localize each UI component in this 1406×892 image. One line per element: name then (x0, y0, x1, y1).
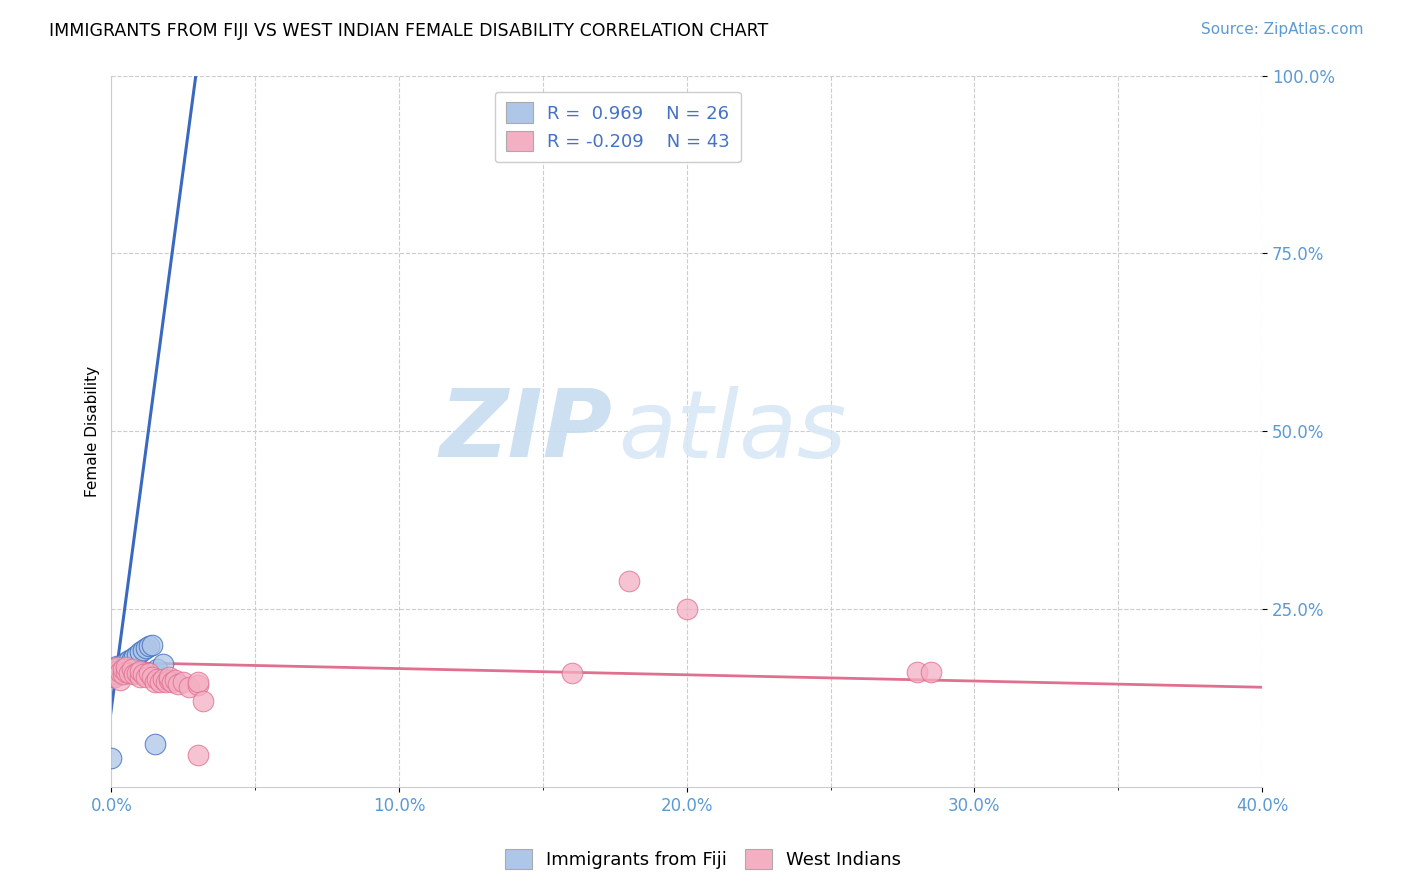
Point (105, 659, 128, 673)
Point (135, 641, 157, 656)
Point (111, 667, 134, 681)
Text: atlas: atlas (617, 385, 846, 476)
Point (103, 663, 125, 677)
Point (152, 672, 174, 686)
Point (103, 666, 125, 681)
Point (124, 667, 146, 681)
Point (177, 680, 200, 694)
Point (108, 673, 131, 687)
Point (105, 664, 128, 678)
Point (135, 670, 157, 684)
Point (105, 664, 128, 678)
Point (129, 670, 152, 684)
Point (675, 602, 697, 616)
Point (129, 664, 152, 678)
Point (124, 649, 146, 664)
Point (108, 660, 131, 674)
Legend: Immigrants from Fiji, West Indians: Immigrants from Fiji, West Indians (495, 839, 911, 879)
Point (129, 645, 152, 659)
Point (114, 656, 136, 670)
Text: Source: ZipAtlas.com: Source: ZipAtlas.com (1201, 22, 1364, 37)
Point (146, 672, 169, 686)
Point (100, 751, 122, 765)
Point (152, 657, 174, 672)
Point (172, 674, 194, 689)
Point (105, 660, 128, 674)
Point (187, 678, 209, 692)
Point (561, 666, 583, 681)
Point (157, 670, 180, 684)
Point (105, 666, 128, 681)
Point (127, 666, 149, 681)
Y-axis label: Female Disability: Female Disability (86, 366, 100, 497)
Point (905, 665, 928, 679)
Point (143, 737, 166, 751)
Point (121, 663, 143, 677)
Point (157, 673, 180, 687)
Point (111, 663, 134, 677)
Point (619, 574, 641, 588)
Point (103, 670, 125, 684)
Point (127, 648, 149, 662)
Point (111, 663, 134, 677)
Point (114, 659, 136, 673)
Point (108, 665, 131, 679)
Point (146, 667, 169, 681)
Point (187, 674, 209, 689)
Point (166, 676, 188, 690)
Point (149, 674, 172, 689)
Point (920, 665, 942, 679)
Point (114, 660, 136, 674)
Point (118, 666, 141, 681)
Point (141, 638, 163, 652)
Point (114, 665, 136, 679)
Point (103, 663, 125, 677)
Point (193, 694, 215, 708)
Point (141, 670, 163, 684)
Point (132, 667, 155, 681)
Point (132, 643, 155, 657)
Point (138, 639, 160, 653)
Point (118, 653, 141, 667)
Point (108, 665, 131, 679)
Point (100, 666, 122, 681)
Point (155, 674, 177, 689)
Text: ZIP: ZIP (439, 385, 612, 477)
Point (105, 667, 128, 681)
Point (121, 652, 143, 666)
Point (187, 747, 209, 762)
Point (146, 663, 169, 677)
Point (138, 666, 160, 681)
Point (163, 673, 186, 687)
Point (160, 674, 183, 689)
Point (103, 670, 125, 684)
Text: IMMIGRANTS FROM FIJI VS WEST INDIAN FEMALE DISABILITY CORRELATION CHART: IMMIGRANTS FROM FIJI VS WEST INDIAN FEMA… (49, 22, 769, 40)
Point (111, 657, 134, 672)
Legend: R =  0.969    N = 26, R = -0.209    N = 43: R = 0.969 N = 26, R = -0.209 N = 43 (495, 92, 741, 162)
Point (143, 674, 166, 689)
